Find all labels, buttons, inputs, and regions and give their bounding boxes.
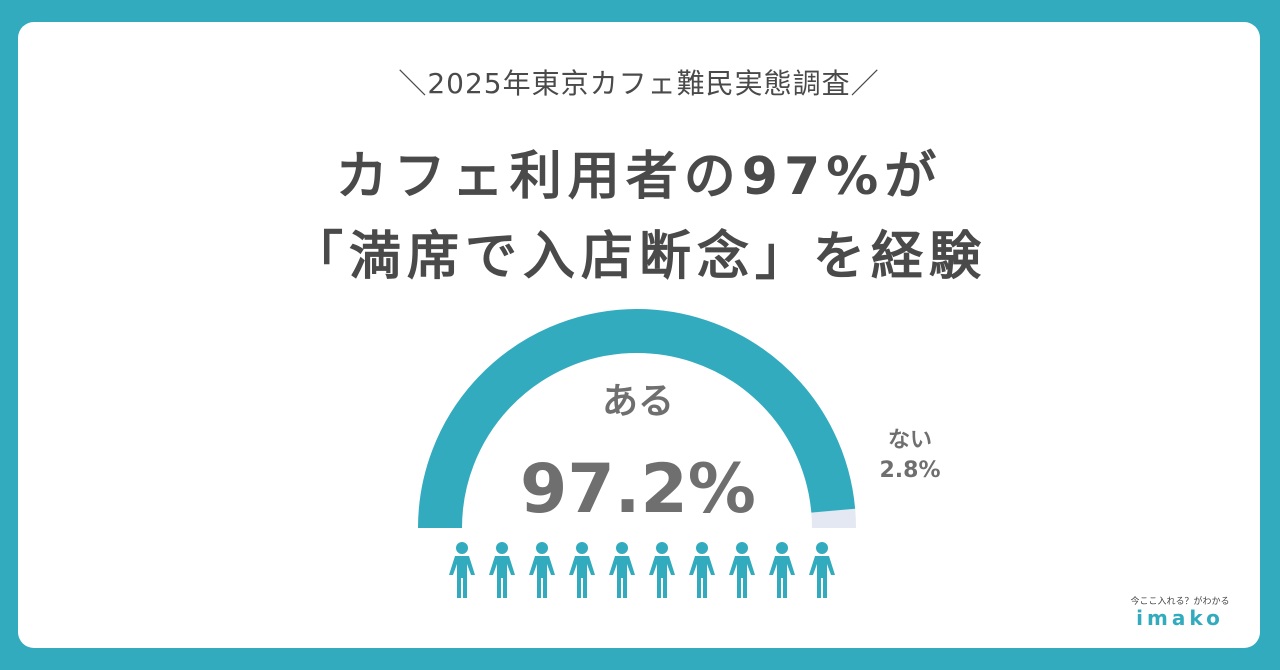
person-icon [569, 542, 595, 598]
no-label: ない [887, 428, 932, 453]
person-icon [729, 542, 755, 598]
people-icons-row [446, 542, 838, 600]
person-icon [449, 542, 475, 598]
yes-label: ある [601, 381, 674, 422]
gauge-chart [418, 309, 856, 529]
card: ＼2025年東京カフェ難民実態調査／ カフェ利用者の97%が 「満席で入店断念」… [18, 22, 1260, 648]
yes-value: 97.2% [520, 450, 756, 529]
person-icon [609, 542, 635, 598]
person-icon [529, 542, 555, 598]
person-icon [489, 542, 515, 598]
brand-tagline: 今ここ入れる？がわかる [1130, 597, 1230, 607]
person-icon [649, 542, 675, 598]
gauge-arc-yes [418, 309, 856, 529]
no-value: 2.8% [879, 458, 941, 483]
person-icon [809, 542, 835, 598]
headline-line-1: カフェ利用者の97%が [335, 147, 943, 207]
brand-logo: imako [1136, 606, 1224, 630]
headline-line-2: 「満席で入店断念」を経験 [290, 227, 987, 287]
person-icon [689, 542, 715, 598]
gauge-arc-no [811, 508, 856, 529]
person-icon [769, 542, 795, 598]
survey-subtitle: ＼2025年東京カフェ難民実態調査／ [398, 67, 880, 100]
